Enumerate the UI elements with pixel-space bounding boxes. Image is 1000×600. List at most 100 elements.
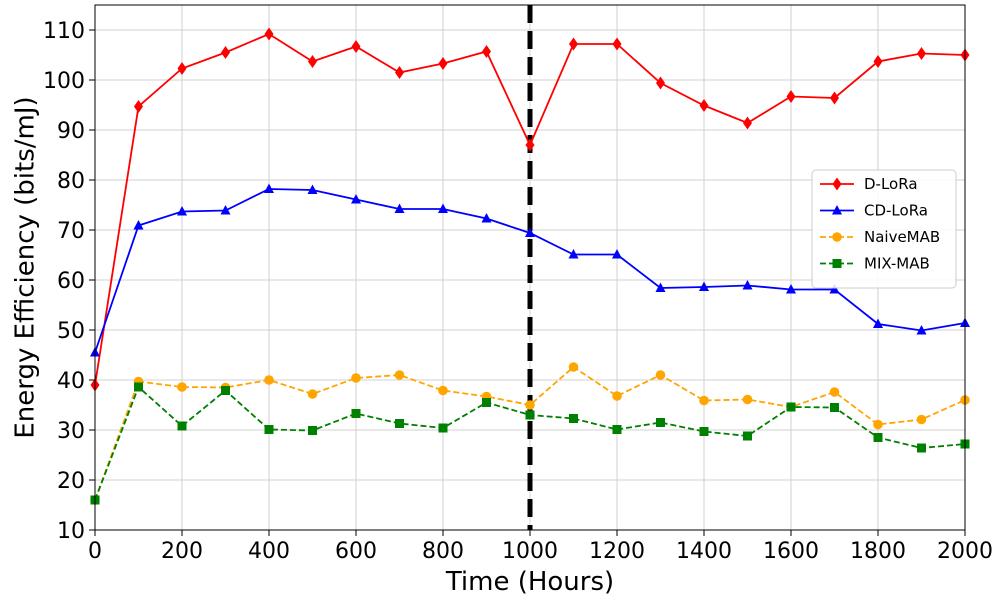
data-point [612, 249, 622, 259]
data-point [395, 66, 404, 79]
data-point [351, 373, 361, 383]
data-point [612, 391, 622, 401]
data-point [699, 427, 709, 436]
legend: D-LoRa CD-LoRa NaiveMAB MIX-MAB [811, 169, 957, 289]
data-point [699, 99, 709, 112]
data-point [569, 414, 578, 423]
data-point [525, 410, 535, 420]
data-point [525, 227, 535, 237]
data-point [699, 281, 709, 291]
x-tick-label: 800 [422, 539, 464, 564]
data-point [308, 426, 317, 435]
legend-box [811, 169, 957, 289]
x-tick-label: 1000 [502, 539, 558, 564]
data-point [832, 177, 842, 191]
data-point [308, 55, 317, 68]
data-point [177, 62, 187, 75]
x-tick-label: 2000 [937, 539, 993, 564]
y-tick-label: 50 [57, 319, 85, 344]
data-point [873, 55, 883, 68]
y-tick-label: 110 [43, 19, 85, 44]
data-point [786, 284, 796, 294]
series-d-lora [90, 27, 970, 392]
data-point [917, 443, 926, 453]
data-point [612, 37, 622, 51]
x-axis-label: Time (Hours) [445, 567, 614, 597]
data-point [351, 194, 361, 204]
data-point [873, 419, 883, 430]
data-point [395, 419, 404, 428]
data-point [307, 184, 318, 194]
data-point [394, 203, 405, 213]
data-point [832, 205, 842, 215]
data-point [743, 431, 752, 441]
data-point [612, 425, 622, 434]
data-point [525, 400, 535, 410]
data-point [351, 409, 361, 418]
y-tick-label: 10 [57, 519, 85, 544]
legend-label: NaiveMAB [864, 228, 940, 246]
data-point [743, 116, 752, 130]
data-point [134, 100, 143, 113]
x-tick-label: 1200 [589, 539, 645, 564]
data-point [568, 249, 579, 259]
data-point [916, 325, 927, 335]
y-tick-label: 60 [57, 269, 85, 294]
legend-label: CD-LoRa [864, 202, 928, 220]
data-point [568, 362, 579, 372]
y-tick-label: 20 [57, 469, 85, 494]
data-point [656, 418, 665, 427]
x-tick-label: 0 [88, 539, 102, 564]
data-point [307, 389, 318, 399]
y-tick-label: 80 [57, 169, 85, 194]
series-mix-mab [90, 382, 970, 505]
x-tick-label: 200 [161, 539, 203, 564]
data-point [742, 394, 753, 405]
data-point [438, 203, 448, 213]
data-point [264, 375, 274, 385]
data-point [177, 421, 187, 431]
data-point [438, 423, 448, 433]
y-tick-label: 30 [57, 419, 85, 444]
y-axis-label: Energy Efficiency (bits/mJ) [11, 96, 41, 438]
y-tick-label: 90 [57, 119, 85, 144]
data-point [873, 433, 883, 442]
x-tick-label: 1400 [676, 539, 732, 564]
data-point [264, 183, 274, 193]
x-tick-label: 1600 [763, 539, 819, 564]
data-point [832, 259, 842, 268]
series-layer [90, 27, 970, 505]
data-point [786, 90, 796, 103]
data-point [482, 45, 491, 58]
data-point [177, 382, 187, 392]
data-point [220, 205, 231, 215]
data-point [830, 403, 839, 412]
legend-label: MIX-MAB [864, 255, 930, 273]
series-cd-lora [90, 183, 970, 357]
data-point [916, 414, 927, 425]
data-point [569, 37, 578, 51]
x-tick-label: 1800 [850, 539, 906, 564]
data-point [829, 387, 840, 397]
data-point [525, 138, 535, 152]
x-tick-label: 400 [248, 539, 290, 564]
data-point [177, 206, 187, 216]
data-point [786, 402, 796, 412]
data-point [438, 385, 448, 396]
data-point [482, 398, 491, 407]
data-point [832, 232, 842, 242]
x-tick-label: 600 [335, 539, 377, 564]
y-tick-label: 40 [57, 369, 85, 394]
data-point [133, 220, 144, 230]
data-point [655, 282, 666, 292]
data-point [264, 425, 274, 434]
data-point [221, 386, 230, 395]
data-point [742, 280, 753, 290]
data-point [829, 284, 840, 294]
axis-ticks: 0 200 400 600 800 1000 1200 1400 1600 1800 2000 10 2… [43, 19, 993, 564]
data-point [656, 76, 665, 90]
y-tick-label: 70 [57, 219, 85, 244]
data-point [264, 27, 274, 41]
